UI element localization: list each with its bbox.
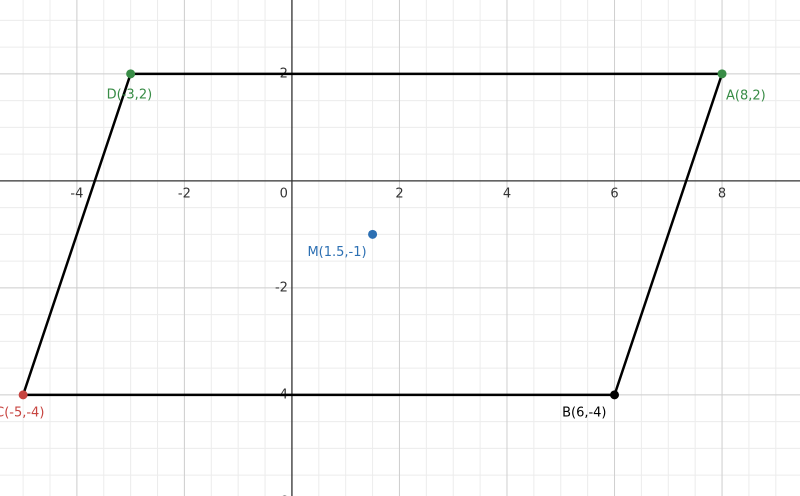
point [610,390,620,400]
y-tick-label: -6 [275,494,288,496]
y-tick-label: -2 [275,280,288,295]
x-tick-label: -2 [178,186,191,201]
point-label: M(1.5,-1) [307,245,366,260]
x-tick-label: -4 [70,186,83,201]
point-label: D(-3,2) [107,87,153,102]
point [18,390,28,400]
point-label: C(-5,-4) [0,405,44,420]
x-tick-label: 2 [395,186,403,201]
x-tick-label: 8 [718,186,726,201]
x-tick-label: 0 [280,186,288,201]
point [126,69,136,79]
point-label: B(6,-4) [562,405,606,420]
x-tick-label: 4 [503,186,511,201]
point-label: A(8,2) [726,88,766,103]
x-tick-label: 6 [610,186,618,201]
point [368,229,378,239]
point [717,69,727,79]
